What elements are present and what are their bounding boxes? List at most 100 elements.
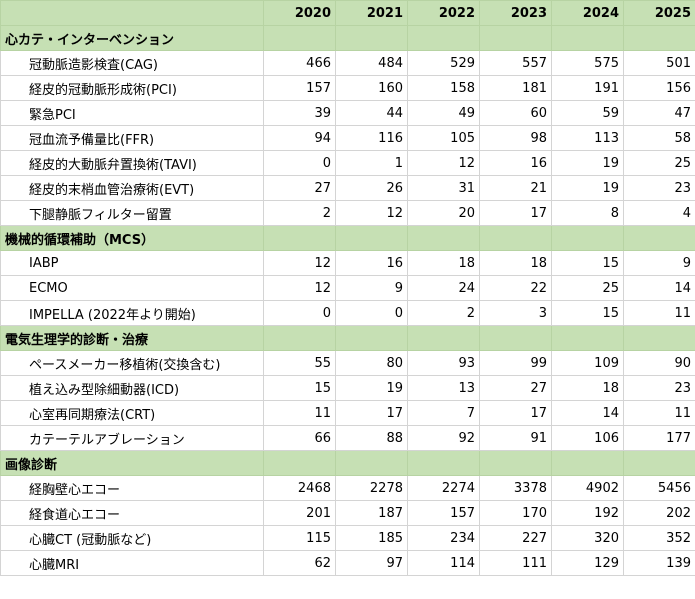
section-cell [263, 225, 336, 251]
value-cell: 0 [263, 150, 336, 176]
data-row: 経皮的大動脈弁置換術(TAVI) 0 1 12 16 19 25 [0, 150, 695, 176]
value-cell: 11 [263, 400, 336, 426]
value-cell: 4902 [551, 475, 624, 501]
value-cell: 116 [335, 125, 408, 151]
value-cell: 49 [407, 100, 480, 126]
value-cell: 575 [551, 50, 624, 76]
value-cell: 501 [623, 50, 695, 76]
section-cell [551, 225, 624, 251]
value-cell: 25 [551, 275, 624, 301]
section-row: 心カテ・インターベンション [0, 25, 695, 51]
value-cell: 129 [551, 550, 624, 576]
value-cell: 170 [479, 500, 552, 526]
section-cell [623, 25, 695, 51]
row-label: 植え込み型除細動器(ICD) [0, 375, 264, 401]
value-cell: 21 [479, 175, 552, 201]
value-cell: 157 [263, 75, 336, 101]
row-label: 緊急PCI [0, 100, 264, 126]
value-cell: 0 [263, 300, 336, 326]
value-cell: 2 [263, 200, 336, 226]
value-cell: 11 [623, 400, 695, 426]
value-cell: 60 [479, 100, 552, 126]
value-cell: 3378 [479, 475, 552, 501]
data-row: 経食道心エコー 201 187 157 170 192 202 [0, 500, 695, 526]
section-row: 電気生理学的診断・治療 [0, 325, 695, 351]
year-header: 2023 [479, 0, 552, 26]
value-cell: 12 [407, 150, 480, 176]
data-row: 植え込み型除細動器(ICD) 15 19 13 27 18 23 [0, 375, 695, 401]
value-cell: 191 [551, 75, 624, 101]
value-cell: 9 [335, 275, 408, 301]
value-cell: 17 [479, 200, 552, 226]
row-label: 冠血流予備量比(FFR) [0, 125, 264, 151]
data-row: 冠血流予備量比(FFR) 94 116 105 98 113 58 [0, 125, 695, 151]
section-cell [407, 325, 480, 351]
value-cell: 15 [551, 300, 624, 326]
data-table: 2020 2021 2022 2023 2024 2025 心カテ・インターベンション 冠動脈… [0, 0, 695, 576]
section-row: 画像診断 [0, 450, 695, 476]
value-cell: 557 [479, 50, 552, 76]
section-title: 心カテ・インターベンション [0, 25, 264, 51]
header-corner [0, 0, 264, 26]
value-cell: 114 [407, 550, 480, 576]
section-cell [551, 25, 624, 51]
section-title: 機械的循環補助（MCS） [0, 225, 264, 251]
section-cell [479, 325, 552, 351]
row-label: 経皮的大動脈弁置換術(TAVI) [0, 150, 264, 176]
value-cell: 23 [623, 175, 695, 201]
section-cell [623, 450, 695, 476]
value-cell: 3 [479, 300, 552, 326]
value-cell: 17 [479, 400, 552, 426]
header-row: 2020 2021 2022 2023 2024 2025 [0, 0, 695, 26]
section-cell [623, 225, 695, 251]
value-cell: 62 [263, 550, 336, 576]
value-cell: 25 [623, 150, 695, 176]
year-header: 2022 [407, 0, 480, 26]
value-cell: 185 [335, 525, 408, 551]
value-cell: 177 [623, 425, 695, 451]
row-label: 経皮的冠動脈形成術(PCI) [0, 75, 264, 101]
value-cell: 201 [263, 500, 336, 526]
value-cell: 160 [335, 75, 408, 101]
row-label: 心臓MRI [0, 550, 264, 576]
value-cell: 24 [407, 275, 480, 301]
row-label: 経皮的末梢血管治療術(EVT) [0, 175, 264, 201]
section-cell [623, 325, 695, 351]
value-cell: 18 [479, 250, 552, 276]
value-cell: 105 [407, 125, 480, 151]
value-cell: 18 [407, 250, 480, 276]
value-cell: 44 [335, 100, 408, 126]
value-cell: 66 [263, 425, 336, 451]
data-row: ECMO 12 9 24 22 25 14 [0, 275, 695, 301]
value-cell: 2 [407, 300, 480, 326]
section-cell [407, 450, 480, 476]
section-row: 機械的循環補助（MCS） [0, 225, 695, 251]
value-cell: 2468 [263, 475, 336, 501]
section-cell [335, 450, 408, 476]
value-cell: 1 [335, 150, 408, 176]
row-label: IMPELLA (2022年より開始) [0, 300, 264, 326]
row-label: 下腿静脈フィルター留置 [0, 200, 264, 226]
data-row: IMPELLA (2022年より開始) 0 0 2 3 15 11 [0, 300, 695, 326]
value-cell: 158 [407, 75, 480, 101]
value-cell: 9 [623, 250, 695, 276]
data-row: 心臓MRI 62 97 114 111 129 139 [0, 550, 695, 576]
value-cell: 192 [551, 500, 624, 526]
section-cell [479, 450, 552, 476]
row-label: カテーテルアブレーション [0, 425, 264, 451]
row-label: ペースメーカー移植術(交換含む) [0, 350, 264, 376]
value-cell: 39 [263, 100, 336, 126]
value-cell: 91 [479, 425, 552, 451]
value-cell: 320 [551, 525, 624, 551]
year-header: 2021 [335, 0, 408, 26]
year-header: 2020 [263, 0, 336, 26]
data-row: 冠動脈造影検査(CAG) 466 484 529 557 575 501 [0, 50, 695, 76]
value-cell: 14 [551, 400, 624, 426]
value-cell: 12 [335, 200, 408, 226]
value-cell: 4 [623, 200, 695, 226]
section-cell [407, 225, 480, 251]
value-cell: 99 [479, 350, 552, 376]
value-cell: 94 [263, 125, 336, 151]
data-row: 心室再同期療法(CRT) 11 17 7 17 14 11 [0, 400, 695, 426]
